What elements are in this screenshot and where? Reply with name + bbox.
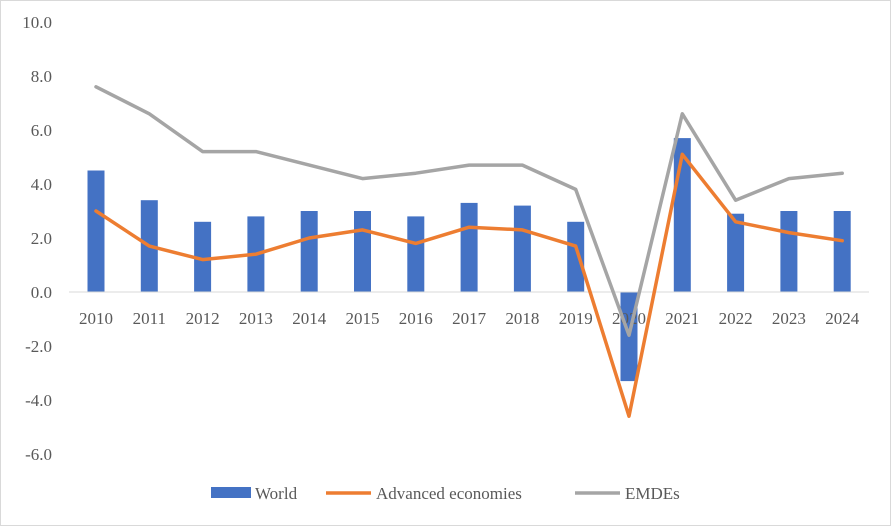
- x-axis: 2010 2011 2012 2013 2014 2015 2016 2017 2018 2019…: [79, 309, 860, 328]
- x-tick-label: 2015: [346, 309, 380, 328]
- bar-world: [460, 202, 478, 292]
- bar-world: [727, 213, 745, 292]
- bar-world: [354, 211, 371, 292]
- bar-world: [87, 170, 105, 292]
- legend-swatch-bar: [211, 487, 251, 498]
- line-series: [94, 85, 844, 418]
- x-tick-label: 2024: [825, 309, 860, 328]
- y-tick-label: 10.0: [22, 13, 52, 32]
- x-tick-label: 2010: [79, 309, 113, 328]
- x-tick-label: 2022: [719, 309, 753, 328]
- y-axis: 10.0 8.0 6.0 4.0 2.0 0.0 -2.0 -4.0 -6.0: [22, 13, 52, 464]
- legend: World Advanced economies EMDEs: [211, 484, 680, 503]
- legend-label: Advanced economies: [376, 484, 522, 503]
- y-tick-label: 2.0: [31, 229, 52, 248]
- legend-label: EMDEs: [625, 484, 680, 503]
- y-tick-label: 0.0: [31, 283, 52, 302]
- x-tick-label: 2012: [186, 309, 220, 328]
- bar-world: [194, 221, 212, 292]
- y-tick-label: -6.0: [25, 445, 52, 464]
- x-tick-label: 2021: [665, 309, 699, 328]
- line-advanced-economies: [94, 152, 844, 418]
- bar-world: [780, 211, 798, 292]
- y-tick-label: -2.0: [25, 337, 52, 356]
- bar-world: [567, 221, 585, 292]
- line-emdes: [94, 85, 844, 337]
- x-tick-label: 2019: [559, 309, 593, 328]
- x-tick-label: 2014: [292, 309, 327, 328]
- bar-world: [513, 205, 531, 292]
- bar-world: [833, 211, 851, 292]
- x-tick-label: 2017: [452, 309, 487, 328]
- x-tick-label: 2013: [239, 309, 273, 328]
- x-tick-label: 2018: [505, 309, 539, 328]
- legend-label: World: [255, 484, 298, 503]
- y-tick-label: 4.0: [31, 175, 52, 194]
- y-tick-label: 6.0: [31, 121, 52, 140]
- x-tick-label: 2016: [399, 309, 433, 328]
- x-tick-label: 2020: [612, 309, 646, 328]
- y-tick-label: -4.0: [25, 391, 52, 410]
- x-tick-label: 2023: [772, 309, 806, 328]
- x-tick-label: 2011: [133, 309, 166, 328]
- bar-world: [300, 211, 318, 292]
- y-tick-label: 8.0: [31, 67, 52, 86]
- bar-world: [407, 216, 425, 292]
